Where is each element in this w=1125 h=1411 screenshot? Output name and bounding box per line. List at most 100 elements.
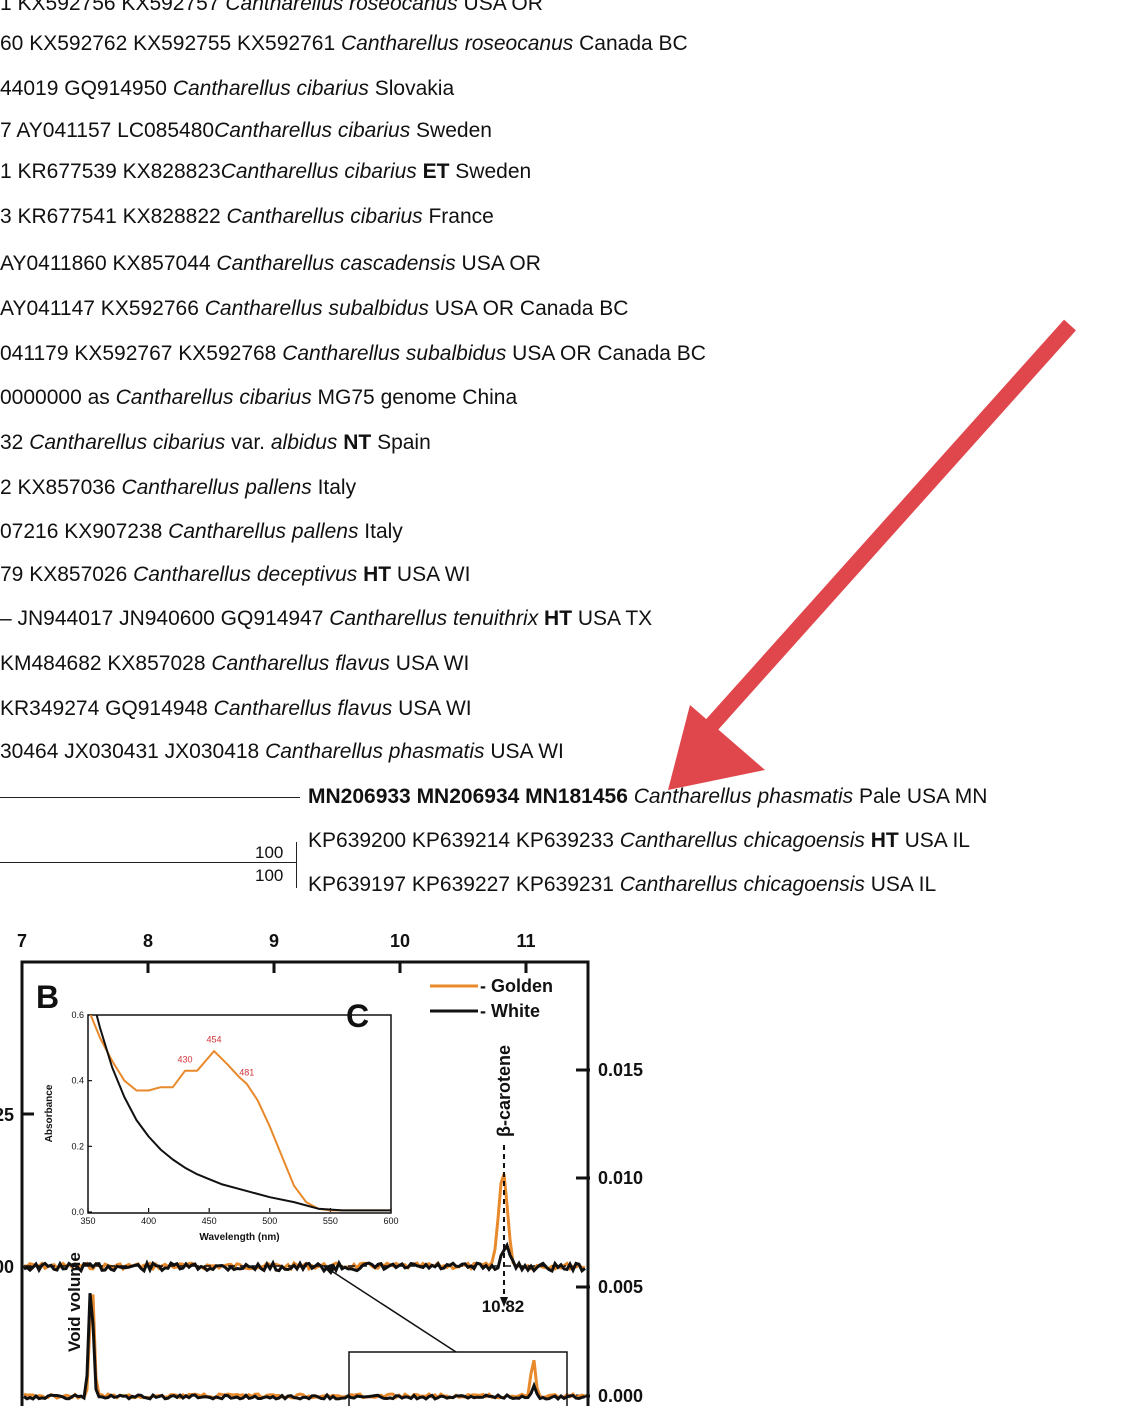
taxon-row: 30464 JX030431 JX030418 Cantharellus pha… [0, 740, 564, 764]
species-name: Cantharellus chicagoensis [619, 829, 865, 852]
species-name: Cantharellus roseocanus [225, 0, 458, 15]
inset-x-tick-label: 500 [262, 1216, 277, 1226]
white-trace-upper [23, 1241, 586, 1274]
species-name: Cantharellus subalbidus [282, 342, 507, 365]
species-name: Cantharellus cascadensis [216, 252, 456, 275]
beta-carotene-label: β-carotene [494, 1045, 514, 1137]
type-marker: ET [416, 160, 450, 183]
locality-text: MG75 genome China [311, 386, 518, 409]
locality-text: USA IL [864, 873, 937, 896]
accession-numbers: 07216 KX907238 [0, 520, 169, 543]
taxon-row: 60 KX592762 KX592755 KX592761 Cantharell… [0, 32, 688, 56]
accession-numbers: 2 KX857036 [0, 476, 122, 499]
locality-text: Canada BC [573, 32, 688, 55]
inset-x-tick-label: 350 [80, 1216, 95, 1226]
white-trace-lower [23, 1293, 586, 1401]
inset-x-axis-label: Wavelength (nm) [199, 1232, 279, 1243]
taxon-row: 44019 GQ914950 Cantharellus cibarius Slo… [0, 77, 454, 101]
highlighted-taxon-row: MN206933 MN206934 MN181456 Cantharellus … [308, 785, 987, 809]
accession-numbers: KP639197 KP639227 KP639231 [308, 873, 620, 896]
type-marker: HT [864, 829, 899, 852]
locality-text: USA WI [391, 563, 471, 586]
taxon-row: KM484682 KX857028 Cantharellus flavus US… [0, 652, 469, 676]
taxon-row: 7 AY041157 LC085480Cantharellus cibarius… [0, 119, 492, 143]
taxon-row: AY0411860 KX857044 Cantharellus cascaden… [0, 252, 541, 276]
type-marker: NT [337, 431, 372, 454]
taxon-row: 2 KX857036 Cantharellus pallens Italy [0, 476, 356, 500]
accession-numbers: KP639200 KP639214 KP639233 [308, 829, 620, 852]
species-name: Cantharellus cibarius [29, 431, 226, 454]
chromatogram-figure: 7 8 9 10 11 0.015 0.010 0.005 0.000 25 00 B - Golden… [0, 905, 1125, 1411]
void-volume-label: Void volume [65, 1252, 84, 1352]
taxon-row: 3 KR677541 KX828822 Cantharellus cibariu… [0, 205, 494, 229]
zoom-box [348, 1351, 568, 1411]
locality-text: USA WI [389, 652, 470, 675]
inset-y-tick-label: 0.2 [71, 1141, 84, 1151]
inset-x-tick-label: 400 [141, 1216, 156, 1226]
inset-x-tick-label: 550 [323, 1216, 338, 1226]
x-tick-label: 11 [516, 931, 535, 951]
taxon-row: 1 KX592756 KX592757 Cantharellus roseoca… [0, 0, 543, 16]
type-marker: HT [357, 563, 392, 586]
phylogenetic-taxa-list: 1 KX592756 KX592757 Cantharellus roseoca… [0, 0, 987, 896]
taxon-row: 32 Cantharellus cibarius var. albidus NT… [0, 431, 431, 455]
inset-peak-label: 430 [177, 1054, 192, 1064]
legend-label: - White [480, 1001, 540, 1021]
accession-numbers: 041179 KX592767 KX592768 [0, 342, 283, 365]
zoom-pointer-line [329, 1269, 457, 1353]
species-name: Cantharellus deceptivus [133, 563, 358, 586]
y-left-tick-label: 00 [0, 1257, 14, 1277]
species-name: Cantharellus pallens [121, 476, 312, 499]
accession-numbers: 79 KX857026 [0, 563, 134, 586]
accession-numbers: 60 KX592762 KX592755 KX592761 [0, 32, 341, 55]
y-right-tick-label: 0.010 [598, 1168, 643, 1188]
panel-label-c: C [346, 998, 369, 1034]
accession-numbers: 44019 GQ914950 [0, 77, 173, 100]
y-right-tick-label: 0.005 [598, 1277, 643, 1297]
species-name: Cantharellus subalbidus [204, 297, 429, 320]
species-name: Cantharellus cibarius [226, 205, 423, 228]
inset-y-tick-label: 0.4 [71, 1076, 84, 1086]
inset-y-tick-label: 0.6 [71, 1010, 84, 1020]
accession-numbers: KR349274 GQ914948 [0, 697, 214, 720]
inset-x-tick-label: 450 [202, 1216, 217, 1226]
accession-numbers: 32 [0, 431, 30, 454]
species-name: Cantharellus tenuithrix [329, 607, 539, 630]
taxon-row: 0000000 as Cantharellus cibarius MG75 ge… [0, 386, 517, 410]
accession-numbers: 3 KR677541 KX828822 [0, 205, 227, 228]
retention-time-label: 10.82 [482, 1297, 525, 1316]
locality-text: Italy [311, 476, 357, 499]
zoom-pointer-head [322, 1265, 336, 1275]
locality-text: Slovakia [368, 77, 455, 100]
accession-numbers: AY0411860 KX857044 [0, 252, 217, 275]
bootstrap-value: 100 [255, 866, 284, 885]
species-name: Cantharellus cibarius [214, 119, 411, 142]
locality-text: USA WI [484, 740, 564, 763]
y-left-tick-label: 25 [0, 1105, 14, 1125]
inset-white-spectrum [95, 1015, 391, 1212]
species-name: Cantharellus phasmatis [265, 740, 485, 763]
peak-marker-arrow [500, 1297, 508, 1307]
locality-text: USA OR [457, 0, 543, 15]
tree-branch [0, 797, 300, 798]
locality-text: USA OR [455, 252, 541, 275]
taxon-row: KR349274 GQ914948 Cantharellus flavus US… [0, 697, 472, 721]
locality-text: USA OR Canada BC [428, 297, 629, 320]
species-name: Cantharellus cibarius [220, 160, 417, 183]
species-name: Cantharellus flavus [213, 697, 393, 720]
inset-frame [87, 1014, 392, 1214]
taxon-row: KP639200 KP639214 KP639233 Cantharellus … [308, 829, 970, 853]
locality-text: Pale USA MN [853, 785, 988, 808]
accession-numbers: KM484682 KX857028 [0, 652, 212, 675]
inset-x-tick-label: 600 [383, 1216, 398, 1226]
species-name: Cantharellus pallens [168, 520, 359, 543]
bootstrap-value: 100 [255, 843, 284, 862]
locality-text: USA WI [392, 697, 472, 720]
taxon-row: AY041147 KX592766 Cantharellus subalbidu… [0, 297, 628, 321]
locality-text: Sweden [410, 119, 492, 142]
taxon-row: 041179 KX592767 KX592768 Cantharellus su… [0, 342, 706, 366]
species-name: Cantharellus cibarius [172, 77, 369, 100]
legend-label: - Golden [480, 976, 553, 996]
chromatogram-svg: 7 8 9 10 11 0.015 0.010 0.005 0.000 25 00 B - Golden… [0, 931, 643, 1411]
inset-peak-label: 454 [207, 1035, 222, 1045]
